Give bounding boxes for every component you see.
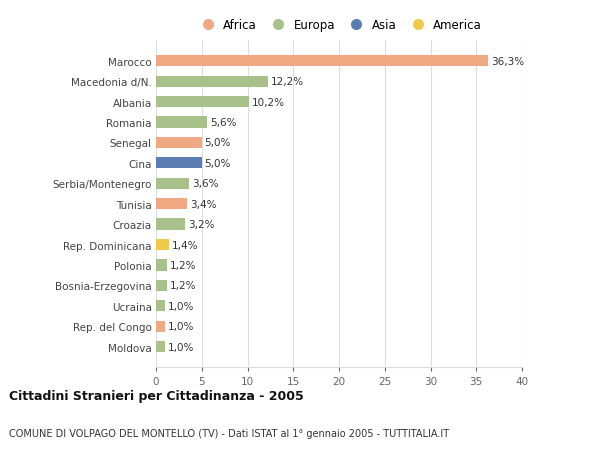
Text: 1,4%: 1,4%	[172, 240, 198, 250]
Text: Cittadini Stranieri per Cittadinanza - 2005: Cittadini Stranieri per Cittadinanza - 2…	[9, 389, 304, 403]
Text: 36,3%: 36,3%	[491, 57, 524, 67]
Text: 12,2%: 12,2%	[271, 77, 304, 87]
Bar	[156, 138, 202, 149]
Text: 1,2%: 1,2%	[170, 281, 196, 291]
Bar	[156, 301, 165, 312]
Bar	[156, 321, 165, 332]
Text: 1,2%: 1,2%	[170, 260, 196, 270]
Text: 10,2%: 10,2%	[252, 97, 285, 107]
Legend: Africa, Europa, Asia, America: Africa, Europa, Asia, America	[191, 15, 487, 37]
Bar	[156, 117, 207, 129]
Bar	[156, 199, 187, 210]
Bar	[156, 77, 268, 88]
Text: 1,0%: 1,0%	[168, 342, 194, 352]
Bar	[156, 280, 167, 291]
Bar	[156, 240, 169, 251]
Text: 3,4%: 3,4%	[190, 199, 217, 209]
Text: 3,6%: 3,6%	[191, 179, 218, 189]
Bar	[156, 260, 167, 271]
Text: 1,0%: 1,0%	[168, 321, 194, 331]
Text: 3,2%: 3,2%	[188, 219, 215, 230]
Bar	[156, 219, 185, 230]
Bar	[156, 97, 250, 108]
Text: 5,6%: 5,6%	[210, 118, 236, 128]
Bar	[156, 178, 189, 190]
Bar	[156, 341, 165, 353]
Text: COMUNE DI VOLPAGO DEL MONTELLO (TV) - Dati ISTAT al 1° gennaio 2005 - TUTTITALIA: COMUNE DI VOLPAGO DEL MONTELLO (TV) - Da…	[9, 428, 449, 438]
Text: 5,0%: 5,0%	[205, 158, 231, 168]
Text: 5,0%: 5,0%	[205, 138, 231, 148]
Bar	[156, 158, 202, 169]
Text: 1,0%: 1,0%	[168, 301, 194, 311]
Bar	[156, 56, 488, 67]
